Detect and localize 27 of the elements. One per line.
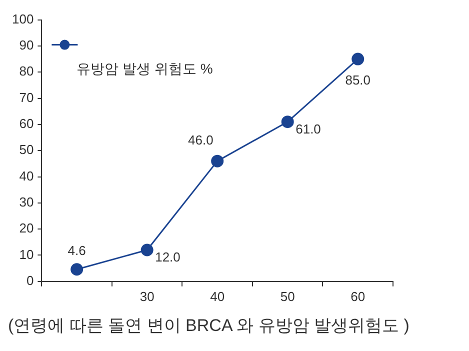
data-label: 61.0 (296, 121, 321, 136)
x-tick-label: 60 (350, 288, 366, 304)
data-label: 12.0 (155, 250, 180, 265)
y-tick-label: 70 (19, 90, 34, 105)
y-tick-label: 90 (19, 38, 34, 53)
y-tick-label: 20 (19, 220, 34, 236)
data-label: 4.6 (68, 242, 86, 258)
point (140, 244, 154, 256)
text: (연령에 따른 돌연 변이 BRCA 와 유방암 발생위험도 ) (8, 315, 410, 337)
point (70, 263, 84, 276)
x-tick-label: 30 (140, 288, 154, 304)
point (211, 154, 224, 168)
y-tick-label: 30 (19, 194, 34, 210)
data-label: 85.0 (345, 72, 371, 88)
y-tick-label: 50 (19, 142, 34, 158)
point (281, 116, 294, 128)
y-tick-label: 0 (26, 272, 34, 288)
point (352, 52, 364, 66)
x-tick-label: 40 (210, 288, 225, 304)
y-tick-label: 60 (19, 116, 34, 132)
y-tick-label: 40 (19, 168, 34, 184)
y-tick-label: 80 (19, 64, 34, 79)
data-label: 46.0 (188, 132, 214, 148)
x-tick-label: 50 (280, 288, 295, 304)
legend-label: 유방암 발생 위험도 % (76, 60, 213, 77)
y-tick-label: 100 (12, 11, 34, 26)
y-tick-label: 10 (19, 246, 34, 262)
